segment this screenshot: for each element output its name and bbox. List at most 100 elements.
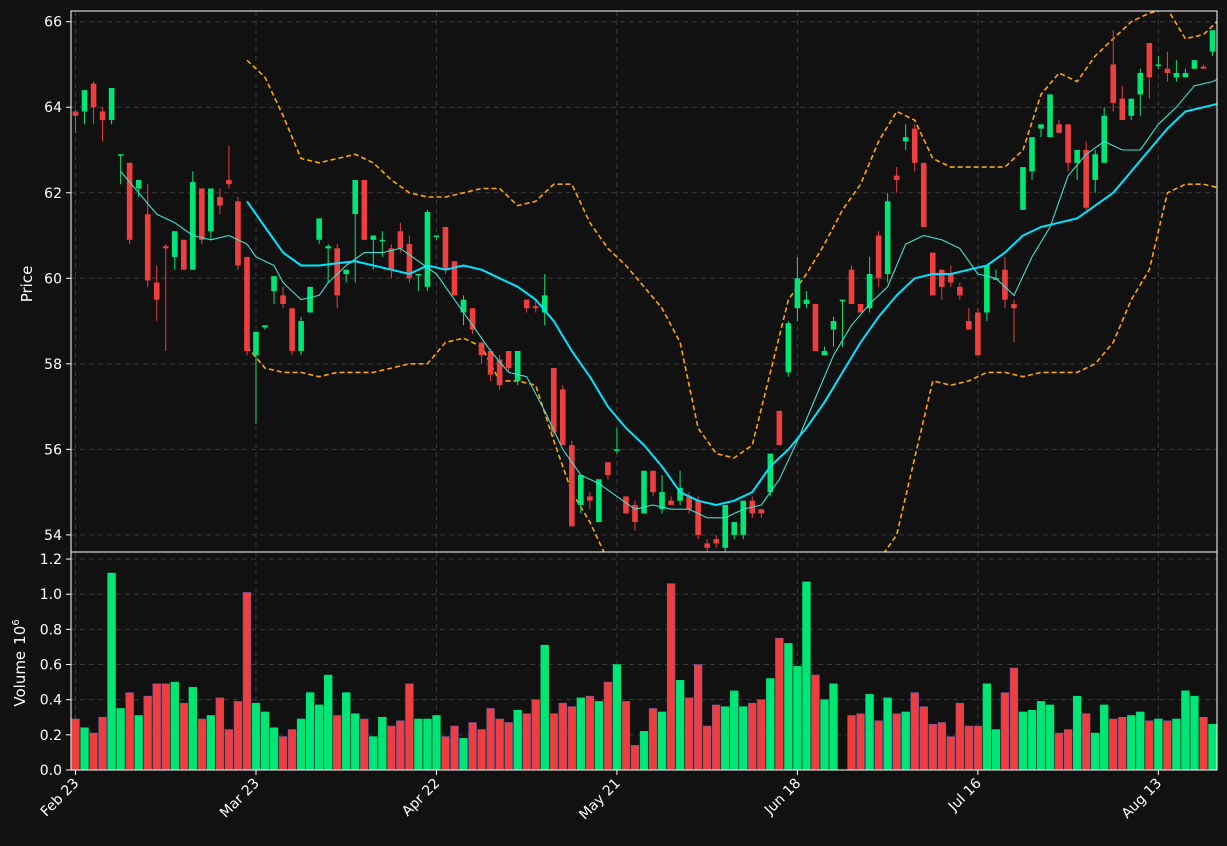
volume-bar bbox=[504, 722, 513, 770]
volume-bar bbox=[874, 720, 883, 770]
price-tick-label: 64 bbox=[44, 100, 62, 116]
candle-body bbox=[1155, 64, 1162, 66]
candle-body bbox=[90, 83, 97, 108]
candle-body bbox=[893, 175, 900, 180]
candle-body bbox=[190, 182, 196, 270]
volume-bar bbox=[287, 729, 297, 770]
candle-body bbox=[776, 410, 783, 446]
candle-body bbox=[81, 90, 88, 112]
candle-body bbox=[460, 299, 467, 313]
price-tick-label: 54 bbox=[44, 528, 62, 544]
candle-body bbox=[812, 303, 819, 351]
volume-bar bbox=[369, 736, 378, 770]
volume-bar bbox=[775, 637, 784, 770]
candle-body bbox=[334, 248, 340, 296]
volume-bar bbox=[603, 681, 613, 770]
volume-bar bbox=[71, 718, 80, 770]
candle-body bbox=[731, 522, 738, 535]
candle-body bbox=[848, 269, 855, 304]
candle-body bbox=[307, 286, 313, 313]
candle-body bbox=[451, 261, 458, 296]
candle-body bbox=[415, 274, 422, 276]
volume-bar bbox=[1127, 715, 1136, 770]
volume-bar bbox=[693, 664, 703, 770]
volume-bar bbox=[477, 729, 486, 770]
candle-body bbox=[650, 470, 656, 493]
volume-frame bbox=[70, 551, 1218, 771]
volume-bar bbox=[1136, 711, 1145, 770]
candle-body bbox=[379, 239, 386, 242]
candle-body bbox=[496, 359, 503, 386]
volume-bar bbox=[522, 713, 531, 770]
volume-bar bbox=[892, 713, 901, 770]
candle-body bbox=[406, 244, 413, 279]
candle-body bbox=[1191, 60, 1198, 69]
volume-bar bbox=[567, 706, 576, 770]
volume-bar bbox=[441, 736, 450, 770]
candle-body bbox=[1164, 68, 1171, 74]
candle-body bbox=[280, 295, 286, 304]
candle-body bbox=[117, 154, 124, 156]
candle-body bbox=[966, 321, 972, 330]
volume-bar bbox=[450, 725, 459, 770]
volume-bar bbox=[910, 692, 919, 770]
volume-bar bbox=[1118, 716, 1127, 770]
candle-body bbox=[1209, 30, 1216, 52]
price-tick-label: 66 bbox=[44, 15, 62, 31]
candle-body bbox=[253, 331, 259, 356]
volume-bar bbox=[134, 715, 143, 770]
volume-bar bbox=[865, 694, 874, 770]
volume-bar bbox=[558, 702, 567, 770]
price-tick-label: 62 bbox=[44, 186, 62, 202]
volume-panel: 0.0 0.2 0.4 0.6 0.8 1.0 1.2 bbox=[40, 551, 1218, 779]
candle-body bbox=[1047, 94, 1053, 138]
candle-body bbox=[758, 509, 765, 514]
candle-body bbox=[821, 350, 828, 356]
volume-bar bbox=[260, 711, 270, 770]
volume-bar bbox=[802, 581, 811, 770]
candle-body bbox=[632, 504, 638, 523]
candle-body bbox=[325, 246, 331, 249]
volume-label-base: 10 bbox=[11, 626, 29, 645]
volume-bar bbox=[1036, 701, 1046, 770]
volume-bar bbox=[919, 706, 928, 770]
candle-body bbox=[153, 282, 160, 300]
volume-bar bbox=[468, 722, 477, 770]
volume-tick-label: 0.6 bbox=[40, 658, 62, 674]
volume-bar bbox=[666, 583, 676, 770]
volume-bar bbox=[1054, 732, 1064, 770]
candle-body bbox=[235, 201, 241, 266]
volume-bar bbox=[721, 706, 730, 770]
volume-bar bbox=[396, 720, 405, 770]
volume-tick-label: 0.0 bbox=[40, 763, 62, 779]
volume-bar bbox=[215, 697, 225, 770]
candle-body bbox=[740, 500, 747, 535]
volume-bar bbox=[748, 702, 757, 770]
candle-body bbox=[135, 179, 142, 189]
candle-body bbox=[144, 214, 151, 281]
volume-bar bbox=[378, 716, 387, 770]
candle-body bbox=[1119, 98, 1126, 121]
candle-body bbox=[108, 87, 115, 121]
candle-body bbox=[722, 504, 729, 548]
candle-body bbox=[938, 269, 945, 287]
volume-bar bbox=[829, 683, 838, 770]
volume-bar bbox=[811, 674, 820, 770]
candle-body bbox=[695, 500, 701, 535]
candle-body bbox=[262, 325, 268, 328]
candle-body bbox=[1002, 269, 1008, 300]
volume-bar bbox=[197, 718, 207, 770]
candle-body bbox=[677, 487, 683, 501]
volume-bar bbox=[1145, 720, 1154, 770]
candle-body bbox=[217, 197, 223, 206]
candle-body bbox=[1056, 124, 1062, 133]
candle-body bbox=[244, 256, 250, 351]
volume-tick-label: 1.0 bbox=[40, 587, 62, 603]
volume-bar bbox=[648, 708, 658, 770]
candle-body bbox=[948, 274, 954, 283]
candle-body bbox=[1110, 64, 1117, 103]
volume-bar bbox=[80, 727, 89, 770]
price-series bbox=[72, 11, 1217, 552]
